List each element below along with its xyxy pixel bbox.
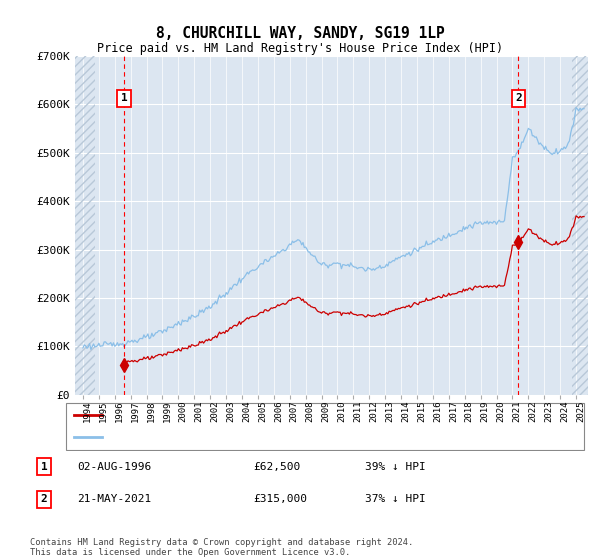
Text: 2021: 2021 <box>512 400 521 422</box>
Text: 1996: 1996 <box>115 400 124 422</box>
Text: 2001: 2001 <box>194 400 203 422</box>
Text: 2: 2 <box>41 494 47 505</box>
Text: 2009: 2009 <box>322 400 331 422</box>
Text: 2003: 2003 <box>226 400 235 422</box>
Text: 2012: 2012 <box>369 400 378 422</box>
Text: 2024: 2024 <box>560 400 569 422</box>
Bar <box>75 56 95 395</box>
Text: 2005: 2005 <box>258 400 267 422</box>
Text: 2006: 2006 <box>274 400 283 422</box>
Text: 2018: 2018 <box>465 400 474 422</box>
Text: 2022: 2022 <box>529 400 538 422</box>
Text: 21-MAY-2021: 21-MAY-2021 <box>77 494 152 505</box>
Text: 2010: 2010 <box>337 400 346 422</box>
Text: Price paid vs. HM Land Registry's House Price Index (HPI): Price paid vs. HM Land Registry's House … <box>97 42 503 55</box>
Text: 2007: 2007 <box>290 400 299 422</box>
Text: 2004: 2004 <box>242 400 251 422</box>
Text: 2014: 2014 <box>401 400 410 422</box>
Text: 2019: 2019 <box>481 400 490 422</box>
Text: 2017: 2017 <box>449 400 458 422</box>
Text: 39% ↓ HPI: 39% ↓ HPI <box>365 461 425 472</box>
Text: 1999: 1999 <box>163 400 172 422</box>
Bar <box>572 56 588 395</box>
Text: HPI: Average price, detached house, Central Bedfordshire: HPI: Average price, detached house, Cent… <box>110 432 460 442</box>
Text: 2002: 2002 <box>210 400 219 422</box>
Text: 1994: 1994 <box>83 400 92 422</box>
Text: 2013: 2013 <box>385 400 394 422</box>
Text: 1998: 1998 <box>146 400 155 422</box>
Bar <box>572 56 588 395</box>
Text: 1995: 1995 <box>99 400 108 422</box>
Text: 2023: 2023 <box>544 400 553 422</box>
Text: 2016: 2016 <box>433 400 442 422</box>
Text: 2025: 2025 <box>576 400 585 422</box>
Bar <box>75 56 95 395</box>
Text: £315,000: £315,000 <box>253 494 307 505</box>
Text: 2020: 2020 <box>497 400 506 422</box>
Text: 02-AUG-1996: 02-AUG-1996 <box>77 461 152 472</box>
Text: 2015: 2015 <box>417 400 426 422</box>
Text: £62,500: £62,500 <box>253 461 301 472</box>
Text: 2011: 2011 <box>353 400 362 422</box>
Text: 8, CHURCHILL WAY, SANDY, SG19 1LP (detached house): 8, CHURCHILL WAY, SANDY, SG19 1LP (detac… <box>110 410 423 421</box>
Text: 2000: 2000 <box>178 400 187 422</box>
Text: 8, CHURCHILL WAY, SANDY, SG19 1LP: 8, CHURCHILL WAY, SANDY, SG19 1LP <box>155 26 445 41</box>
Text: 1: 1 <box>41 461 47 472</box>
Text: 1997: 1997 <box>131 400 140 422</box>
Text: 37% ↓ HPI: 37% ↓ HPI <box>365 494 425 505</box>
Text: Contains HM Land Registry data © Crown copyright and database right 2024.
This d: Contains HM Land Registry data © Crown c… <box>30 538 413 557</box>
FancyBboxPatch shape <box>65 403 584 450</box>
Text: 2008: 2008 <box>305 400 314 422</box>
Text: 2: 2 <box>515 94 522 104</box>
Text: 1: 1 <box>121 94 127 104</box>
